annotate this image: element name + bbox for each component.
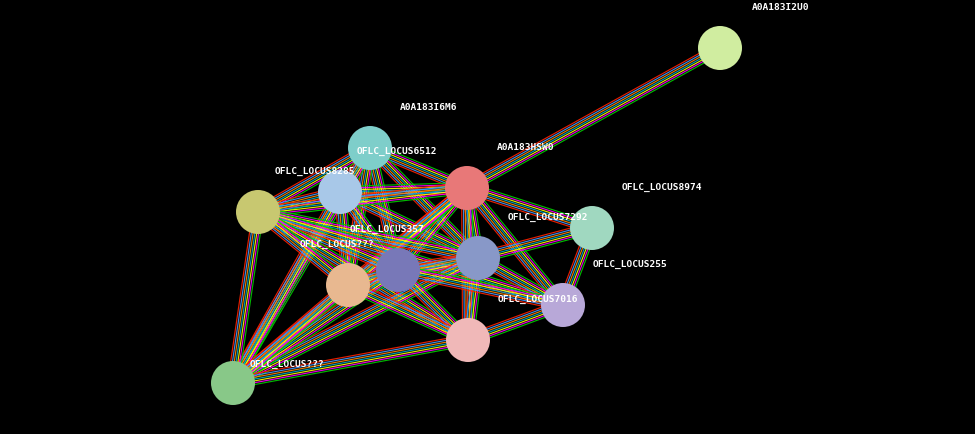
Circle shape [445, 166, 489, 210]
Circle shape [236, 190, 280, 234]
Text: OFLC_LOCUS???: OFLC_LOCUS??? [300, 240, 374, 249]
Text: A0A183HSW0: A0A183HSW0 [497, 143, 555, 152]
Text: OFLC_LOCUS8285: OFLC_LOCUS8285 [275, 167, 356, 176]
Text: OFLC_LOCUS8974: OFLC_LOCUS8974 [622, 183, 703, 192]
Circle shape [318, 170, 362, 214]
Circle shape [446, 318, 490, 362]
Circle shape [570, 206, 614, 250]
Circle shape [376, 248, 420, 292]
Circle shape [541, 283, 585, 327]
Text: A0A183I2U0: A0A183I2U0 [752, 3, 809, 12]
Text: A0A183I6M6: A0A183I6M6 [400, 103, 457, 112]
Circle shape [698, 26, 742, 70]
Circle shape [211, 361, 255, 405]
Text: OFLC_LOCUS6512: OFLC_LOCUS6512 [357, 147, 438, 156]
Circle shape [326, 263, 370, 307]
Circle shape [348, 126, 392, 170]
Text: OFLC_LOCUS255: OFLC_LOCUS255 [593, 260, 668, 269]
Text: OFLC_LOCUS???: OFLC_LOCUS??? [250, 360, 325, 369]
Text: OFLC_LOCUS7016: OFLC_LOCUS7016 [498, 295, 578, 304]
Circle shape [456, 236, 500, 280]
Text: OFLC_LOCUS357: OFLC_LOCUS357 [350, 225, 425, 234]
Text: OFLC_LOCUS7292: OFLC_LOCUS7292 [508, 213, 589, 222]
